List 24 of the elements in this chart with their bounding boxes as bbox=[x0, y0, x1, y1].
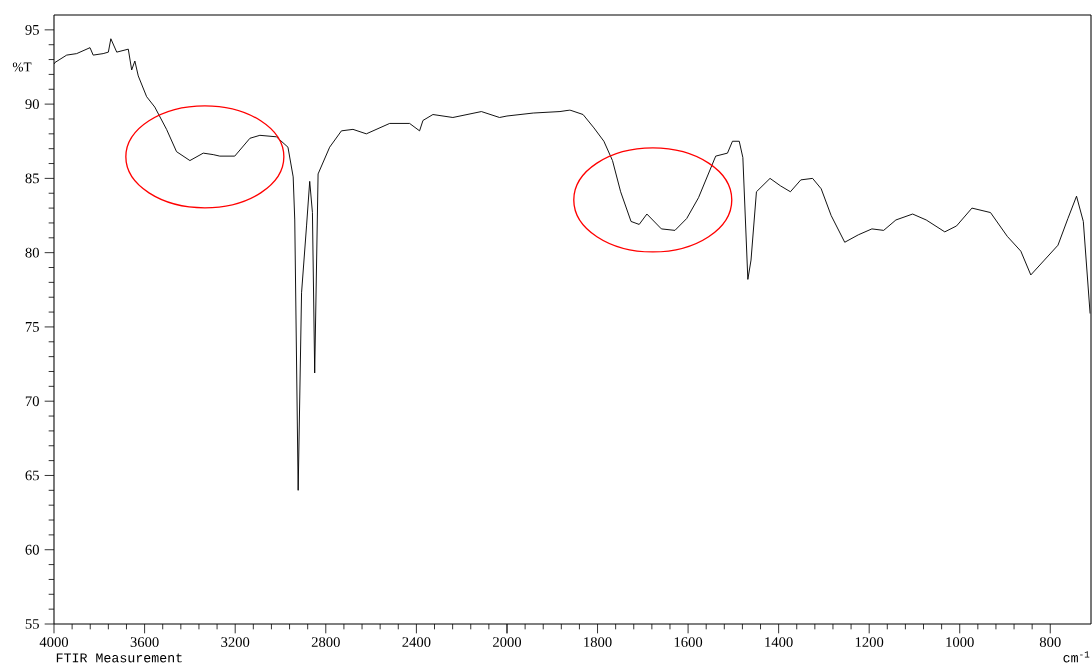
x-tick-label: 1800 bbox=[584, 637, 612, 647]
x-tick-label: 1600 bbox=[674, 637, 703, 647]
text: FTIR Measurement bbox=[56, 653, 182, 663]
x-tick-label: 1200 bbox=[855, 637, 884, 647]
x-tick-label: 2000 bbox=[493, 637, 522, 647]
y-tick-label: 65 bbox=[25, 470, 39, 481]
y-tick-label: 55 bbox=[25, 619, 39, 629]
y-tick-label: 90 bbox=[25, 99, 39, 110]
x-axis-title: cm$^{-1}$ bbox=[1063, 651, 1090, 663]
x-tick-label: 1000 bbox=[946, 637, 974, 647]
x-tick-label: 1400 bbox=[765, 637, 793, 647]
y-tick-label: 85 bbox=[25, 173, 39, 184]
y-tick-label: 80 bbox=[25, 247, 39, 258]
x-tick-label: 2400 bbox=[402, 637, 431, 647]
y-tick-label: 95 bbox=[25, 24, 39, 35]
x-tick-label: 4000 bbox=[39, 637, 69, 647]
y-tick-label: 75 bbox=[25, 322, 39, 332]
y-tick-label: 70 bbox=[25, 396, 39, 407]
x-tick-label: 3200 bbox=[221, 637, 250, 647]
x-tick-label: 2800 bbox=[311, 637, 340, 647]
x-tick-label: 3600 bbox=[130, 637, 159, 647]
x-tick-label: 800 bbox=[1039, 637, 1061, 647]
y-axis-title: %T bbox=[12, 62, 32, 72]
y-tick-label: 60 bbox=[25, 544, 39, 555]
